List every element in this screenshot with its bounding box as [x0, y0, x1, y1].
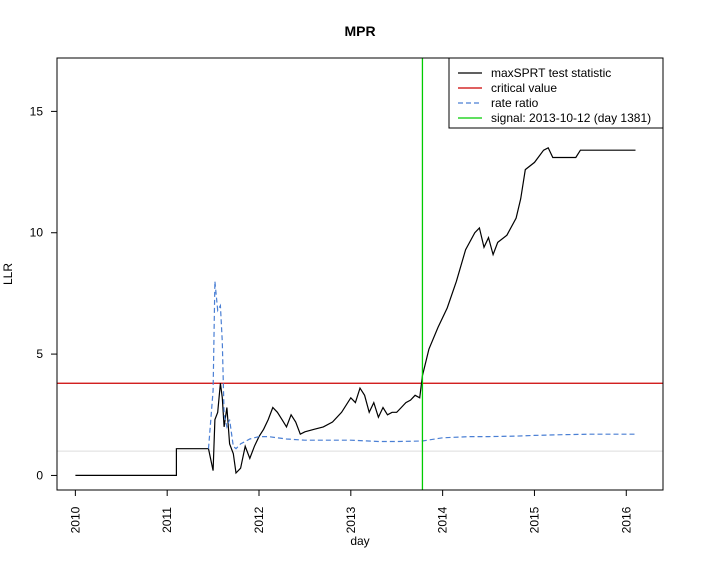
x-tick-label: 2012 — [252, 506, 266, 533]
legend-label: maxSPRT test statistic — [491, 66, 611, 80]
x-tick-label: 2013 — [344, 506, 358, 533]
x-tick-label: 2010 — [68, 506, 82, 533]
x-tick-label: 2011 — [160, 507, 174, 533]
rate-ratio-series-line — [207, 281, 636, 450]
legend-box — [448, 57, 664, 129]
x-axis-label: day — [350, 534, 369, 548]
y-tick-label: 10 — [30, 226, 44, 240]
test-statistic-series-line — [75, 146, 636, 476]
x-tick-label: 2014 — [436, 506, 450, 533]
x-axis: 2010 2011 2012 2013 2014 2015 2016 — [68, 490, 633, 533]
x-tick-label: 2016 — [619, 506, 633, 533]
y-tick-label: 15 — [30, 104, 44, 118]
y-axis: 0 5 10 15 — [30, 104, 57, 482]
y-axis-label: LLR — [1, 263, 15, 285]
legend-label: signal: 2013-10-12 (day 1381) — [491, 111, 651, 125]
y-tick-label: 0 — [36, 468, 43, 482]
legend-label: rate ratio — [491, 96, 539, 110]
legend-label: critical value — [491, 81, 557, 95]
plot-area — [57, 58, 663, 490]
y-tick-label: 5 — [36, 347, 43, 361]
x-tick-label: 2015 — [527, 506, 541, 533]
plot-frame — [56, 57, 664, 491]
chart-title: MPR — [344, 23, 375, 39]
